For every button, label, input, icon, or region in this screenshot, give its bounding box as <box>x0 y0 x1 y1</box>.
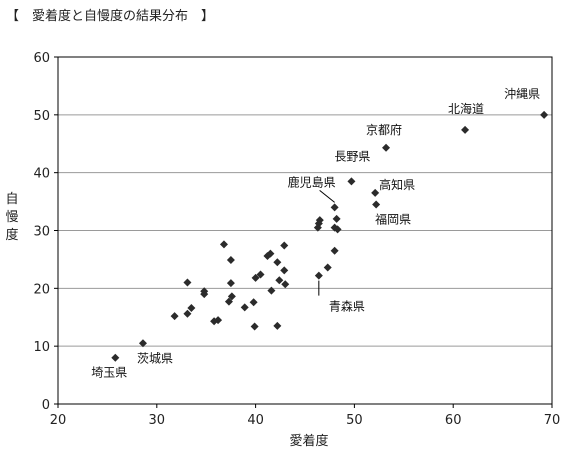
gridlines <box>58 114 552 347</box>
point-label: 高知県 <box>379 177 415 192</box>
data-point <box>224 297 233 306</box>
x-tick-label: 60 <box>445 413 462 428</box>
data-point <box>314 271 323 280</box>
data-point <box>281 280 290 289</box>
data-point <box>267 286 276 295</box>
data-point <box>371 188 380 197</box>
data-point <box>273 258 282 267</box>
data-point <box>138 339 147 348</box>
data-points <box>111 110 549 362</box>
x-axis-title: 愛着度 <box>289 433 328 449</box>
data-point <box>333 225 342 234</box>
data-point <box>219 240 228 249</box>
point-label: 長野県 <box>334 149 370 163</box>
data-point <box>280 241 289 250</box>
y-tick-label: 0 <box>42 398 50 413</box>
data-point <box>227 292 236 301</box>
y-tick-label: 30 <box>33 225 50 240</box>
point-label: 青森県 <box>329 299 365 314</box>
data-point <box>170 312 179 321</box>
y-axis-title-char: 慢 <box>5 209 18 225</box>
data-point <box>540 110 549 119</box>
data-point <box>372 200 381 209</box>
data-point <box>275 276 284 285</box>
data-point <box>200 290 209 299</box>
chart-title: 【 愛着度と自慢度の結果分布 】 <box>6 9 215 24</box>
y-axis-title-char: 度 <box>5 227 18 243</box>
x-tick-label: 50 <box>346 413 363 428</box>
point-label: 北海道 <box>448 101 484 116</box>
data-point <box>347 177 356 186</box>
data-point <box>280 266 289 275</box>
y-tick-label: 60 <box>33 51 50 66</box>
x-tick-label: 30 <box>149 413 166 428</box>
data-point <box>273 321 282 330</box>
x-tick-label: 40 <box>247 413 264 428</box>
data-point <box>226 255 235 264</box>
point-label: 京都府 <box>366 122 402 137</box>
point-label: 埼玉県 <box>91 366 127 380</box>
data-point <box>210 317 219 326</box>
annotation-leader-line <box>319 189 335 203</box>
data-point <box>382 143 391 152</box>
axis-ticks: 0 10 20 30 40 50 60 20 30 40 50 60 70 <box>33 51 560 428</box>
data-point <box>330 203 339 212</box>
data-point <box>263 251 272 260</box>
point-label: 鹿児島県 <box>288 174 336 189</box>
x-tick-label: 20 <box>50 413 67 428</box>
point-label: 茨城県 <box>137 351 173 365</box>
point-label: 福岡県 <box>375 211 411 226</box>
data-point <box>330 246 339 255</box>
data-point <box>332 214 341 223</box>
y-axis-title: 自慢度 <box>5 192 18 243</box>
data-point <box>240 303 249 312</box>
data-point <box>461 125 470 134</box>
point-label: 沖縄県 <box>504 86 540 101</box>
data-point <box>249 298 258 307</box>
y-axis-title-char: 自 <box>5 192 18 207</box>
y-tick-label: 50 <box>33 109 50 124</box>
data-point <box>187 303 196 312</box>
data-point <box>183 278 192 287</box>
data-point <box>323 263 332 272</box>
data-point <box>183 309 192 318</box>
data-point <box>313 223 322 232</box>
y-tick-label: 10 <box>33 340 50 355</box>
data-point <box>256 270 265 279</box>
data-point <box>226 279 235 288</box>
x-tick-label: 70 <box>544 413 561 428</box>
y-tick-label: 40 <box>33 167 50 182</box>
data-point <box>251 273 260 282</box>
data-point <box>111 353 120 362</box>
y-tick-label: 20 <box>33 282 50 297</box>
data-point <box>250 322 259 331</box>
